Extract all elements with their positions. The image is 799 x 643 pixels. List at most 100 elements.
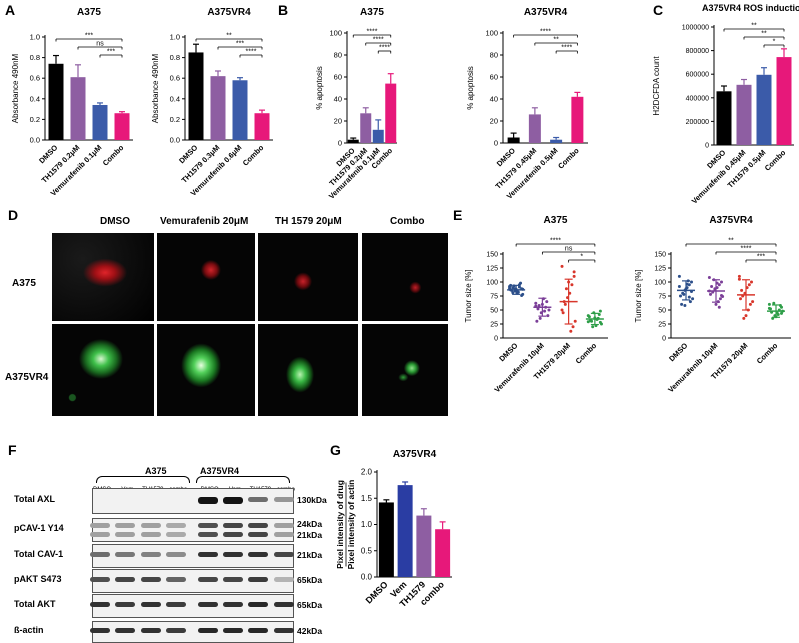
chart-a375vr4-tumor-size: A375VR4 0 25 50 75 100 125 150 Tumor size [%] DMS… bbox=[634, 215, 791, 394]
sig-label: **** bbox=[550, 238, 561, 245]
scatter-point bbox=[572, 274, 576, 278]
bar bbox=[360, 113, 372, 143]
y-tick-label: 600000 bbox=[686, 72, 709, 79]
scatter-point bbox=[776, 312, 780, 316]
chart-title: A375VR4 bbox=[207, 7, 251, 18]
y-tick-label: 40 bbox=[334, 95, 342, 104]
chart-title: A375VR4 bbox=[709, 215, 753, 226]
blot-band bbox=[90, 532, 110, 537]
scatter-point bbox=[683, 304, 687, 308]
panel-letter-f: F bbox=[8, 442, 17, 458]
panel-letter-c: C bbox=[653, 2, 664, 18]
x-tick-label: DMSO bbox=[364, 579, 390, 605]
bar bbox=[716, 91, 732, 145]
micro-col-label: TH 1579 20μM bbox=[275, 216, 342, 227]
scatter-point bbox=[569, 329, 573, 333]
blot-band bbox=[90, 577, 110, 582]
scatter-point bbox=[737, 277, 741, 281]
scatter-point bbox=[747, 283, 751, 287]
blot-band bbox=[273, 602, 294, 607]
y-tick-label: 150 bbox=[486, 252, 498, 259]
blot-band bbox=[223, 497, 244, 504]
chart-title: A375VR4 bbox=[393, 449, 437, 460]
bar bbox=[232, 80, 248, 140]
blot-kda-label: 42kDa bbox=[297, 626, 323, 636]
scatter-point bbox=[780, 311, 783, 315]
blot-band bbox=[166, 602, 187, 607]
blot-row-label: Total AXL bbox=[14, 494, 55, 504]
sig-label: **** bbox=[367, 29, 378, 36]
y-tick-label: 0.0 bbox=[30, 136, 40, 145]
blot-band bbox=[197, 628, 218, 633]
y-tick-label: 1.0 bbox=[361, 520, 373, 529]
scatter-point bbox=[599, 322, 603, 326]
bar bbox=[435, 529, 451, 577]
y-axis-label: H2DCFDA count bbox=[652, 56, 661, 116]
y-tick-label: 60 bbox=[334, 73, 342, 82]
y-tick-label: 0 bbox=[662, 336, 666, 343]
y-tick-label: 0.4 bbox=[30, 94, 40, 103]
blot-band bbox=[248, 628, 269, 633]
bar bbox=[550, 139, 563, 143]
sig-label: ** bbox=[761, 31, 767, 38]
y-tick-label: 0.6 bbox=[30, 74, 40, 83]
scatter-point bbox=[720, 280, 723, 284]
scatter-point bbox=[677, 284, 681, 288]
bar bbox=[372, 129, 384, 143]
bar bbox=[507, 137, 520, 143]
y-tick-label: 0.0 bbox=[361, 573, 373, 582]
scatter-point bbox=[772, 301, 776, 305]
scatter-point bbox=[690, 280, 693, 284]
scatter-point bbox=[560, 264, 564, 268]
sig-label: ** bbox=[728, 238, 734, 245]
sig-label: ** bbox=[751, 23, 757, 30]
blot-kda-label: 24kDa bbox=[297, 519, 323, 529]
blot-row-label: Total AKT bbox=[14, 599, 56, 609]
y-tick-label: 100 bbox=[485, 29, 498, 38]
y-tick-label: 400000 bbox=[686, 95, 709, 102]
scatter-point bbox=[586, 320, 590, 324]
scatter-point bbox=[545, 300, 549, 304]
y-tick-label: 200000 bbox=[686, 119, 709, 126]
x-tick-label: DMSO bbox=[667, 341, 689, 363]
y-tick-label: 0 bbox=[494, 336, 498, 343]
blot-band bbox=[140, 602, 161, 607]
blot-row-label: pAKT S473 bbox=[14, 574, 62, 584]
bar bbox=[114, 113, 130, 140]
y-tick-label: 100 bbox=[329, 29, 342, 38]
panel-letter-b: B bbox=[278, 2, 289, 18]
y-tick-label: 125 bbox=[486, 266, 498, 273]
chart-title: A375 bbox=[360, 7, 384, 18]
sig-label: **** bbox=[373, 37, 384, 44]
y-axis-label: Tumor size [%] bbox=[634, 269, 643, 322]
y-tick-label: 50 bbox=[658, 308, 666, 315]
y-tick-label: 40 bbox=[490, 95, 498, 104]
blot-row-label: Total CAV-1 bbox=[14, 549, 64, 559]
blot-band bbox=[166, 628, 187, 633]
scatter-point bbox=[680, 302, 684, 306]
micro-image-a375-dmso bbox=[52, 233, 154, 321]
blot-band bbox=[248, 532, 269, 537]
sig-label: ** bbox=[226, 33, 232, 40]
bar bbox=[48, 63, 64, 140]
y-tick-label: 60 bbox=[490, 73, 498, 82]
sig-label: **** bbox=[561, 45, 572, 52]
y-tick-label: 20 bbox=[490, 117, 498, 126]
chart-title: A375VR4 bbox=[524, 7, 568, 18]
scatter-point bbox=[520, 293, 524, 297]
blot-group-bracket bbox=[96, 476, 190, 483]
scatter-point bbox=[740, 288, 744, 292]
y-axis-label-top: Pixel intensity of drug bbox=[335, 480, 345, 569]
y-tick-label: 0.2 bbox=[30, 115, 40, 124]
scatter-point bbox=[508, 286, 512, 290]
blot-band bbox=[223, 628, 244, 633]
blot-band bbox=[223, 577, 244, 582]
chart-pixel-intensity: A375VR4 0.0 0.5 1.0 1.5 2.0 Pixel intensity of… bbox=[335, 449, 452, 609]
sig-label: **** bbox=[379, 45, 390, 52]
scatter-point bbox=[750, 280, 753, 284]
scatter-point bbox=[546, 314, 550, 318]
blot-band bbox=[197, 577, 218, 582]
scatter-point bbox=[710, 284, 714, 288]
